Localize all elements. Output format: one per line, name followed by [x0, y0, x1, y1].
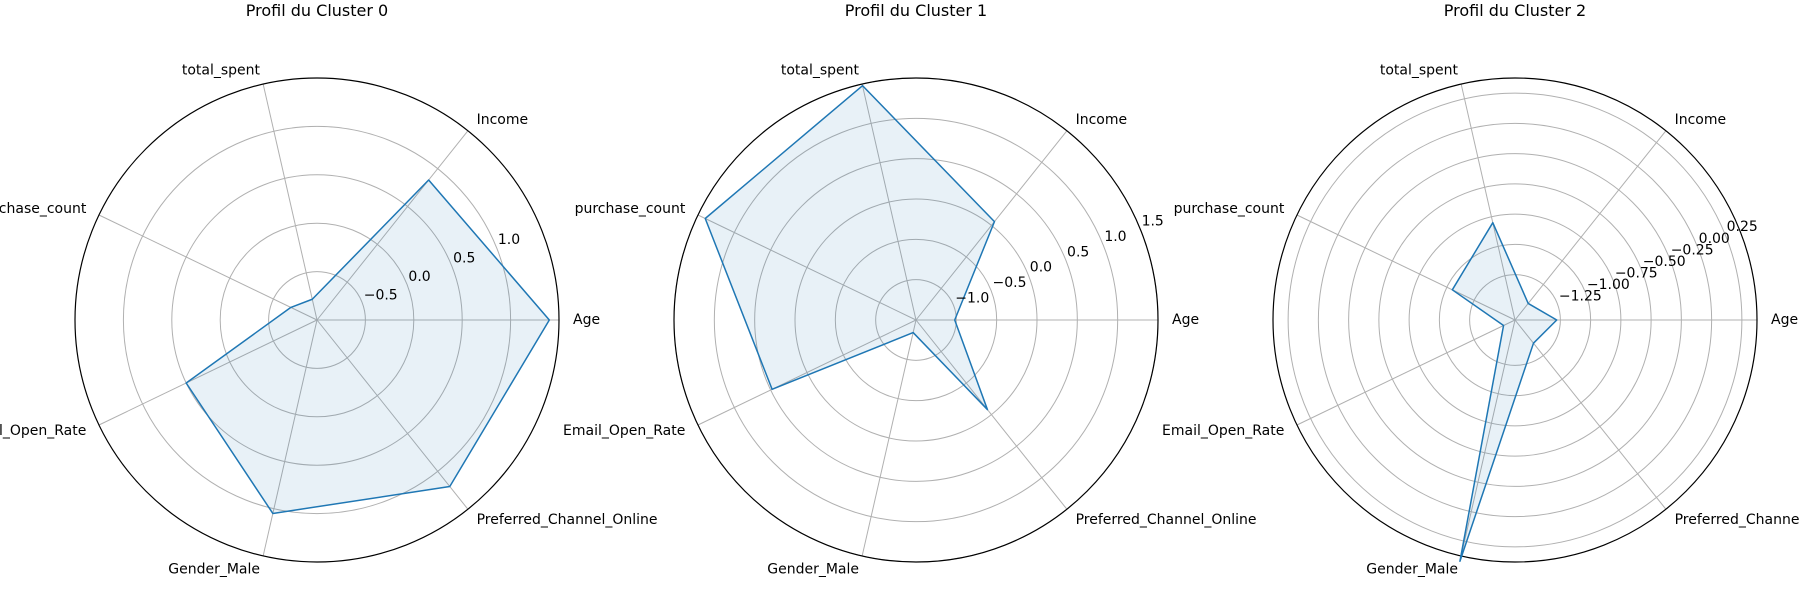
axis-label: purchase_count	[1174, 201, 1285, 217]
spoke-line	[861, 83, 917, 321]
axis-label: total_spent	[1380, 62, 1459, 78]
radial-tick-label: 0.0	[408, 269, 430, 285]
radial-tick-label: −1.25	[1559, 289, 1602, 305]
spoke-line	[1296, 319, 1516, 426]
axis-label: Gender_Male	[1366, 562, 1458, 578]
axis-label: Email_Open_Rate	[0, 423, 86, 439]
spoke-line	[697, 319, 917, 426]
axis-label: Email_Open_Rate	[1162, 423, 1284, 439]
spoke-line	[697, 214, 917, 321]
radar-panel-2: Profil du Cluster 2 −1.25−1.00−0.75−0.50…	[1162, 1, 1800, 578]
axis-label: Age	[1771, 312, 1798, 328]
spoke-line	[915, 130, 1068, 321]
radial-tick-label: −0.75	[1615, 265, 1658, 281]
axis-label: Email_Open_Rate	[563, 423, 685, 439]
spoke-line	[1296, 214, 1516, 321]
chart-title: Profil du Cluster 0	[246, 1, 388, 20]
axis-label: purchase_count	[0, 201, 87, 217]
radial-tick-label: 1.0	[1104, 229, 1126, 245]
radial-tick-label: −0.50	[1643, 254, 1686, 270]
radial-tick-label: 0.5	[453, 250, 475, 266]
spoke-line	[1514, 130, 1667, 321]
spoke-line	[1514, 319, 1667, 510]
spoke-line	[1460, 319, 1516, 557]
axis-label: total_spent	[182, 62, 261, 78]
axis-label: Income	[1076, 112, 1128, 128]
series-line	[704, 84, 996, 411]
spoke-line	[915, 319, 1068, 510]
axis-label: Age	[1172, 312, 1199, 328]
spoke-line	[861, 319, 917, 557]
spoke-line	[316, 319, 469, 510]
chart-title: Profil du Cluster 2	[1444, 1, 1586, 20]
axis-label: total_spent	[781, 62, 860, 78]
spoke-line	[98, 319, 318, 426]
outer-frame	[673, 77, 1159, 563]
axis-label: Gender_Male	[168, 562, 260, 578]
radial-tick-label: 0.00	[1699, 231, 1730, 247]
axis-label: Income	[477, 112, 529, 128]
series-line	[1451, 221, 1558, 562]
spoke-line	[262, 83, 318, 321]
radial-tick-label: 1.0	[498, 232, 520, 248]
axis-label: Preferred_Channel_Online	[1076, 512, 1257, 528]
axis-label: Age	[573, 312, 600, 328]
radar-panel-0: Profil du Cluster 0 −0.5 0.0 0.5 1.0 Age Inco…	[0, 1, 658, 578]
radial-tick-label: 0.0	[1030, 260, 1052, 276]
series-area	[705, 85, 995, 410]
radial-tick-label: −0.5	[993, 275, 1027, 291]
spoke-line	[98, 214, 318, 321]
spoke-line	[316, 130, 469, 321]
radial-tick-label: −1.0	[955, 291, 989, 307]
spoke-line	[1460, 83, 1516, 321]
axis-label: Income	[1675, 112, 1727, 128]
outer-frame	[1272, 77, 1758, 563]
radar-panel-1: Profil du Cluster 1 −1.0−0.50.0 0.5 1.0 1.5…	[563, 1, 1257, 578]
radial-tick-label: 0.5	[1067, 244, 1089, 260]
axis-label: Gender_Male	[767, 562, 859, 578]
axis-label: Preferred_Channel_Online	[477, 512, 658, 528]
radial-tick-label: 1.5	[1142, 213, 1164, 229]
radial-tick-label: 0.25	[1727, 219, 1758, 235]
spoke-line	[262, 319, 318, 557]
radial-tick-label: −0.25	[1671, 242, 1714, 258]
radial-tick-label: −1.00	[1587, 277, 1630, 293]
outer-frame	[74, 77, 560, 563]
chart-title: Profil du Cluster 1	[845, 1, 987, 20]
axis-label: purchase_count	[575, 201, 686, 217]
series-area	[186, 179, 550, 514]
radial-tick-label: −0.5	[364, 287, 398, 303]
axis-label: Preferred_Channel_Online	[1675, 512, 1800, 528]
series-line	[185, 179, 551, 515]
